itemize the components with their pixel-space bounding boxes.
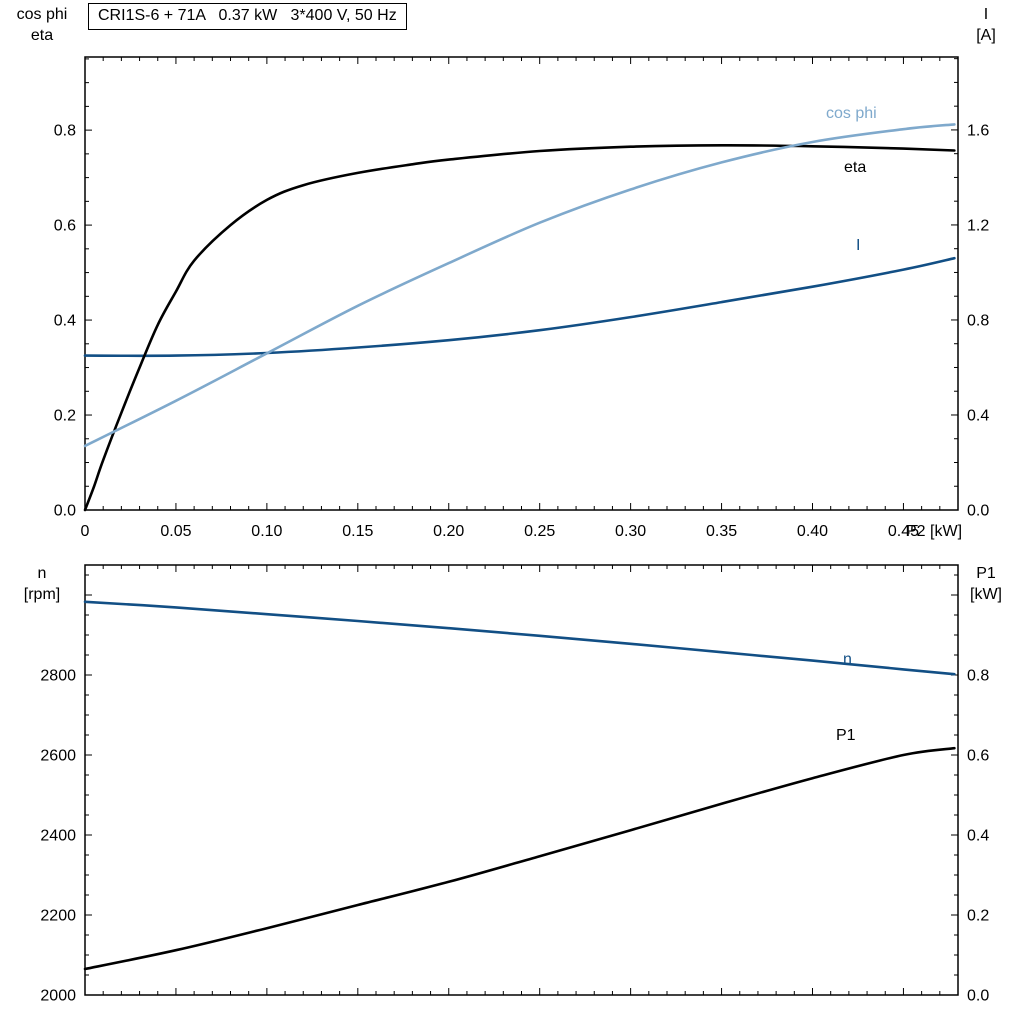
bottom-right-axis-title: P1 [kW]	[954, 563, 1018, 605]
curve-label-cos-phi: cos phi	[826, 105, 877, 122]
left-tick-label: 0.0	[54, 503, 76, 520]
bottom-left-axis-line1: n	[37, 565, 47, 582]
bottom-right-axis-line2: [kW]	[970, 586, 1002, 603]
left-tick-label: 0.6	[54, 218, 76, 235]
top-left-axis-title: cos phi eta	[6, 4, 78, 46]
right-tick-label: 0.4	[967, 828, 989, 845]
right-tick-label: 1.2	[967, 217, 989, 234]
curve-label-I: I	[856, 237, 860, 254]
x-tick-label: 0.45	[888, 523, 919, 540]
bottom-left-axis-title: n [rpm]	[6, 563, 78, 605]
curve-label-P1: P1	[836, 727, 856, 744]
x-tick-label: 0.30	[615, 523, 646, 540]
right-tick-label: 0.8	[967, 312, 989, 329]
x-tick-label: 0	[81, 523, 90, 540]
bottom-left-axis-line2: [rpm]	[23, 586, 61, 603]
x-tick-label: 0.40	[797, 523, 828, 540]
right-tick-label: 0.4	[967, 407, 989, 424]
x-tick-label: 0.10	[251, 523, 282, 540]
top-right-axis-line2: [A]	[976, 27, 996, 44]
x-tick-label: 0.15	[342, 523, 373, 540]
top-left-axis-line1: cos phi	[16, 6, 68, 23]
left-tick-label: 2800	[40, 668, 76, 685]
bottom-right-axis-line1: P1	[976, 565, 996, 582]
top-left-axis-line2: eta	[30, 27, 54, 44]
x-tick-label: 0.05	[160, 523, 191, 540]
right-tick-label: 0.2	[967, 908, 989, 925]
left-tick-label: 0.4	[54, 313, 76, 330]
curve-cos-phi	[83, 123, 956, 448]
chart-title: CRI1S-6 + 71A 0.37 kW 3*400 V, 50 Hz	[88, 3, 407, 30]
x-axis-label: P2 [kW]	[906, 523, 962, 540]
right-tick-label: 1.6	[967, 122, 989, 139]
x-tick-label: 0.25	[524, 523, 555, 540]
curve-label-eta: eta	[844, 159, 866, 176]
curve-P1	[83, 746, 956, 971]
right-tick-label: 0.0	[967, 988, 989, 1005]
x-tick-label: 0.35	[706, 523, 737, 540]
right-tick-label: 0.0	[967, 503, 989, 520]
plot-frame-1	[84, 564, 959, 996]
left-tick-label: 0.2	[54, 408, 76, 425]
top-right-axis-line1: I	[983, 6, 989, 23]
curve-n	[83, 600, 956, 676]
left-tick-label: 2000	[40, 988, 76, 1005]
left-tick-label: 2200	[40, 908, 76, 925]
curve-label-n: n	[843, 651, 852, 668]
curve-eta	[83, 143, 956, 512]
top-right-axis-title: I [A]	[956, 4, 1016, 46]
x-tick-label: 0.20	[433, 523, 464, 540]
left-tick-label: 0.8	[54, 123, 76, 140]
curve-I	[83, 256, 956, 358]
left-tick-label: 2400	[40, 828, 76, 845]
left-tick-label: 2600	[40, 748, 76, 765]
right-tick-label: 0.6	[967, 748, 989, 765]
right-tick-label: 0.8	[967, 668, 989, 685]
